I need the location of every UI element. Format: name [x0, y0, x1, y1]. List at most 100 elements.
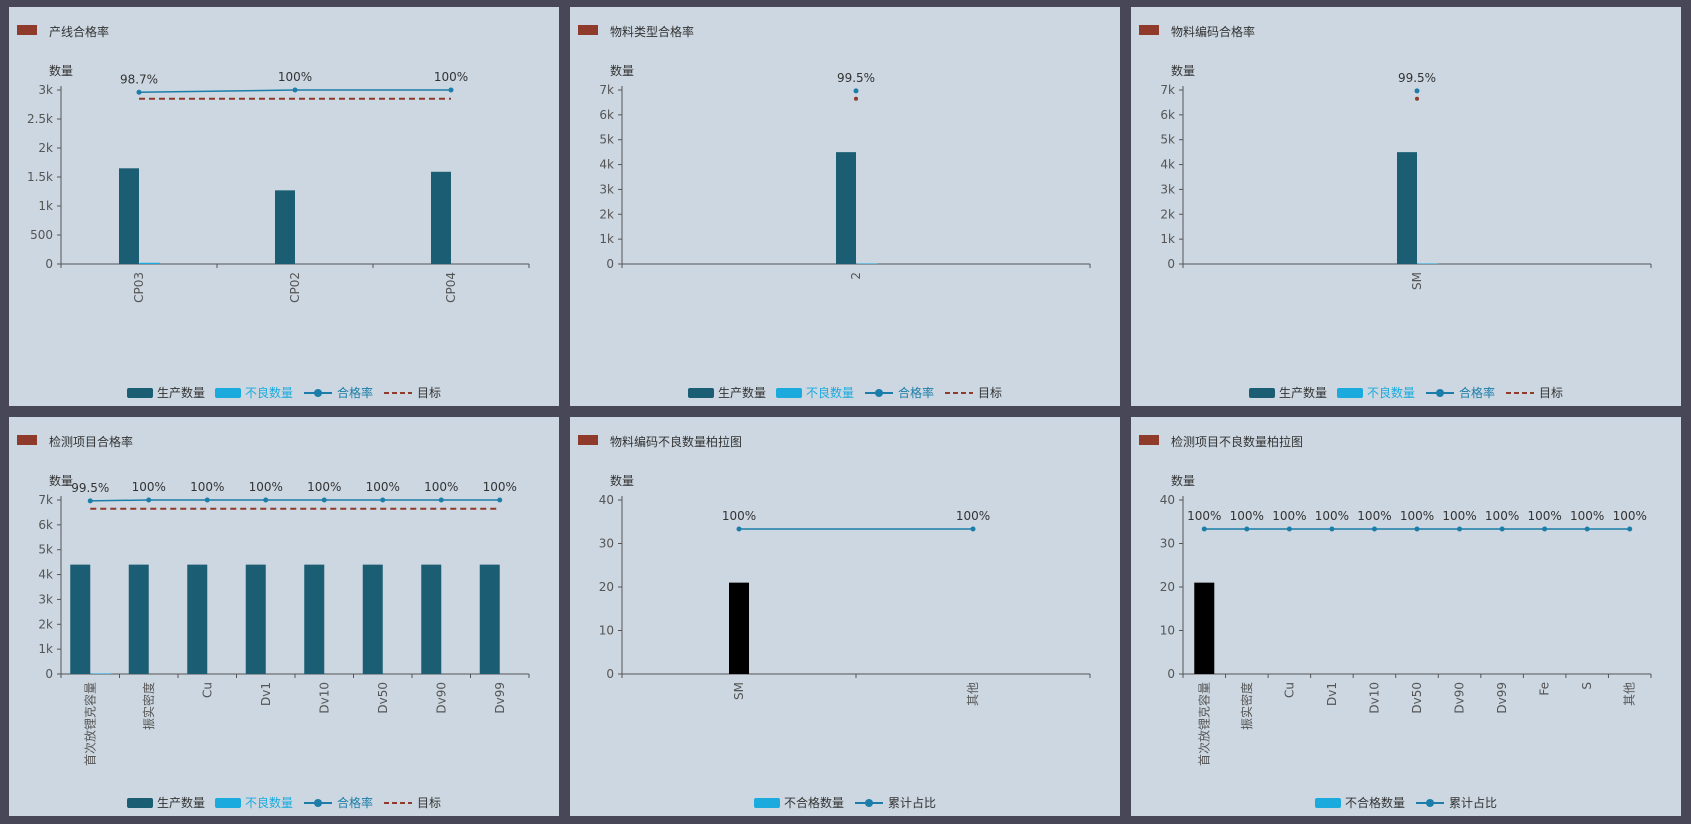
panel-title: 检测项目合格率 — [49, 435, 134, 449]
legend-swatch — [126, 387, 153, 398]
rate-data-label: 100% — [1527, 509, 1561, 523]
legend-item-target[interactable]: 目标 — [1505, 384, 1563, 401]
panel-title-marker — [578, 435, 598, 445]
y-tick-label: 3k — [1160, 182, 1175, 196]
rate-data-label: 100% — [366, 480, 400, 494]
material-type-pass-rate-chart: 数量 0 1k 2k 3k 4k 5k 6k 7k 2 99.5% — [599, 63, 1091, 280]
rate-data-label: 100% — [1230, 509, 1264, 523]
panel-title-marker — [17, 25, 37, 35]
rate-data-label: 98.7% — [120, 72, 158, 86]
legend-swatch — [775, 387, 802, 398]
legend-item-target[interactable]: 目标 — [383, 794, 441, 811]
x-tick-label: Dv1 — [1325, 682, 1339, 706]
cumulative-point — [1329, 526, 1335, 532]
cumulative-point — [1499, 526, 1505, 532]
pass-rate-line — [90, 499, 500, 502]
legend-item-rate[interactable]: 合格率 — [864, 384, 934, 401]
cumulative-point — [1584, 526, 1590, 532]
legend-label: 目标 — [417, 796, 442, 810]
legend-item-unq[interactable]: 不合格数量 — [753, 794, 844, 811]
y-tick-label: 4k — [38, 568, 53, 582]
rate-data-label: 100% — [1315, 509, 1349, 523]
y-tick-label: 1k — [599, 232, 614, 246]
chart-legend[interactable]: 生产数量 不良数量 合格率 目标 — [9, 794, 559, 812]
x-tick-label: Fe — [1538, 682, 1552, 696]
legend-item-cum[interactable]: 累计占比 — [854, 794, 936, 811]
legend-item-unq[interactable]: 不合格数量 — [1314, 794, 1405, 811]
y-axis-title: 数量 — [610, 63, 634, 78]
legend-item-bad[interactable]: 不良数量 — [775, 384, 854, 401]
legend-item-prod[interactable]: 生产数量 — [126, 384, 205, 401]
production-bar — [304, 564, 325, 674]
pass-rate-point — [497, 497, 503, 503]
legend-item-bad[interactable]: 不良数量 — [214, 384, 293, 401]
legend-item-cum[interactable]: 累计占比 — [1415, 794, 1497, 811]
pass-rate-point — [380, 497, 386, 503]
panel-title-marker — [17, 435, 37, 445]
x-tick-label: S — [1580, 682, 1594, 690]
x-tick-label: 首次放锂克容量 — [82, 682, 97, 766]
chart-legend[interactable]: 不合格数量 累计占比 — [570, 794, 1120, 812]
legend-item-rate[interactable]: 合格率 — [1425, 384, 1495, 401]
material-code-pareto-chart: 数量 0 10 20 30 40 SM 其他 100% 100% — [599, 473, 1091, 706]
rate-data-label: 100% — [307, 480, 341, 494]
legend-item-bad[interactable]: 不良数量 — [1336, 384, 1415, 401]
chart-panel-line-pass-rate: 产线合格率 数量 0 500 1k 1.5k 2k 2.5k 3k CP03 CP02 CP04 98… — [9, 7, 559, 406]
y-tick-label: 10 — [1160, 624, 1175, 638]
legend-item-prod[interactable]: 生产数量 — [687, 384, 766, 401]
production-bar — [479, 564, 500, 674]
y-tick-label: 10 — [599, 624, 614, 638]
legend-item-bad[interactable]: 不良数量 — [214, 794, 293, 811]
chart-legend[interactable]: 不合格数量 累计占比 — [1131, 794, 1681, 812]
rate-data-label: 100% — [1400, 509, 1434, 523]
y-tick-label: 3k — [38, 83, 53, 97]
production-bar — [836, 152, 856, 264]
chart-legend[interactable]: 生产数量 不良数量 合格率 目标 — [570, 384, 1120, 402]
cumulative-point — [1286, 526, 1292, 532]
legend-item-rate[interactable]: 合格率 — [303, 794, 373, 811]
rate-data-label: 100% — [1442, 509, 1476, 523]
legend-line-symbol — [945, 391, 974, 394]
x-tick-label: Dv50 — [376, 682, 390, 714]
legend-swatch — [214, 797, 241, 808]
rate-data-label: 100% — [1613, 509, 1647, 523]
legend-swatch — [126, 797, 153, 808]
pass-rate-point — [1414, 88, 1420, 94]
y-tick-label: 40 — [599, 493, 614, 507]
chart-legend[interactable]: 生产数量 不良数量 合格率 目标 — [9, 384, 559, 402]
y-tick-label: 7k — [38, 493, 53, 507]
panel-title: 物料编码不良数量柏拉图 — [610, 435, 743, 449]
pass-rate-point — [136, 89, 142, 95]
production-bar — [421, 564, 442, 674]
x-tick-label: 首次放锂克容量 — [1196, 682, 1211, 766]
y-tick-label: 4k — [599, 158, 614, 172]
x-tick-label: CP02 — [288, 272, 302, 303]
legend-item-prod[interactable]: 生产数量 — [126, 794, 205, 811]
y-tick-label: 5k — [38, 543, 53, 557]
y-tick-label: 2.5k — [27, 112, 53, 126]
legend-item-rate[interactable]: 合格率 — [303, 384, 373, 401]
legend-label: 合格率 — [1459, 386, 1496, 400]
pass-rate-point — [321, 497, 327, 503]
legend-label: 不良数量 — [244, 386, 293, 400]
legend-label: 目标 — [978, 386, 1003, 400]
production-bar — [128, 564, 149, 674]
rate-data-label: 100% — [1570, 509, 1604, 523]
panel-title-marker — [1139, 25, 1159, 35]
y-tick-label: 5k — [599, 133, 614, 147]
legend-label: 合格率 — [337, 386, 374, 400]
legend-swatch — [1248, 387, 1275, 398]
legend-item-prod[interactable]: 生产数量 — [1248, 384, 1327, 401]
y-tick-label: 500 — [30, 228, 53, 242]
y-tick-label: 7k — [599, 83, 614, 97]
pass-rate-point — [87, 498, 93, 504]
production-bar — [70, 564, 91, 674]
nonconforming-bar — [729, 582, 749, 674]
rate-data-label: 99.5% — [837, 71, 875, 85]
chart-legend[interactable]: 生产数量 不良数量 合格率 目标 — [1131, 384, 1681, 402]
legend-item-target[interactable]: 目标 — [383, 384, 441, 401]
legend-item-target[interactable]: 目标 — [944, 384, 1002, 401]
y-tick-label: 0 — [45, 257, 53, 271]
rate-data-label: 99.5% — [71, 481, 109, 495]
cumulative-point — [1371, 526, 1377, 532]
